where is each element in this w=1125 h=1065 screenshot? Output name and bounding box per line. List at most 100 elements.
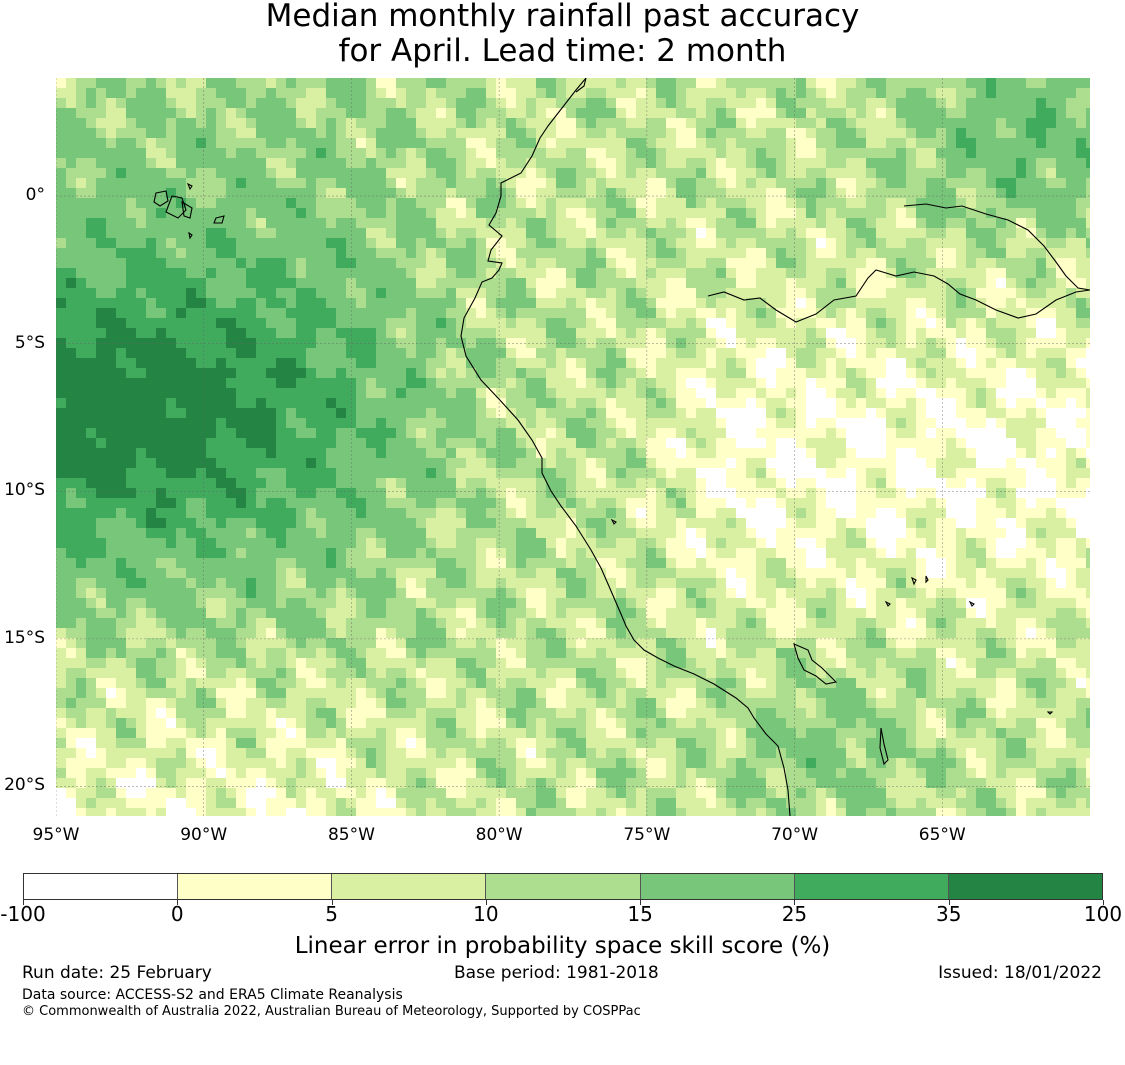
- skill-cell: [966, 288, 977, 299]
- skill-cell: [246, 508, 257, 519]
- skill-cell: [176, 138, 187, 149]
- skill-cell: [476, 138, 487, 149]
- skill-cell: [576, 398, 587, 409]
- skill-cell: [946, 468, 957, 479]
- skill-cell: [176, 528, 187, 539]
- skill-cell: [896, 278, 907, 289]
- skill-cell: [496, 378, 507, 389]
- skill-cell: [206, 168, 217, 179]
- skill-cell: [236, 458, 247, 469]
- skill-cell: [286, 348, 297, 359]
- skill-cell: [266, 408, 277, 419]
- skill-cell: [1026, 498, 1037, 509]
- skill-cell: [356, 428, 367, 439]
- skill-cell: [926, 168, 937, 179]
- skill-cell: [426, 348, 437, 359]
- skill-cell: [326, 238, 337, 249]
- skill-cell: [966, 98, 977, 109]
- skill-cell: [216, 208, 227, 219]
- skill-cell: [486, 98, 497, 109]
- skill-cell: [136, 288, 147, 299]
- skill-cell: [326, 498, 337, 509]
- skill-cell: [406, 298, 417, 309]
- skill-cell: [196, 308, 207, 319]
- skill-cell: [426, 478, 437, 489]
- skill-cell: [506, 448, 517, 459]
- skill-cell: [226, 198, 237, 209]
- skill-cell: [256, 378, 267, 389]
- skill-cell: [636, 258, 647, 269]
- skill-cell: [386, 408, 397, 419]
- skill-cell: [296, 268, 307, 279]
- skill-cell: [656, 178, 667, 189]
- skill-cell: [416, 388, 427, 399]
- skill-cell: [476, 258, 487, 269]
- skill-cell: [196, 488, 207, 499]
- skill-cell: [356, 148, 367, 159]
- skill-cell: [976, 498, 987, 509]
- skill-cell: [866, 248, 877, 259]
- skill-cell: [56, 528, 67, 539]
- skill-cell: [496, 358, 507, 369]
- skill-cell: [526, 218, 537, 229]
- skill-cell: [1016, 528, 1027, 539]
- skill-cell: [576, 428, 587, 439]
- skill-cell: [856, 138, 867, 149]
- skill-cell: [566, 88, 577, 99]
- skill-cell: [976, 148, 987, 159]
- skill-cell: [526, 128, 537, 139]
- skill-cell: [1076, 228, 1087, 239]
- skill-cell: [846, 418, 857, 429]
- skill-cell: [1046, 488, 1057, 499]
- skill-cell: [526, 308, 537, 319]
- skill-cell: [616, 218, 627, 229]
- skill-cell: [506, 128, 517, 139]
- skill-cell: [126, 368, 137, 379]
- skill-cell: [306, 368, 317, 379]
- skill-cell: [586, 278, 597, 289]
- skill-cell: [376, 268, 387, 279]
- skill-cell: [926, 438, 937, 449]
- skill-cell: [716, 248, 727, 259]
- skill-cell: [256, 238, 267, 249]
- skill-cell: [1046, 278, 1057, 289]
- skill-cell: [366, 348, 377, 359]
- skill-cell: [476, 288, 487, 299]
- skill-cell: [586, 508, 597, 519]
- skill-cell: [566, 468, 577, 479]
- skill-cell: [956, 368, 967, 379]
- skill-cell: [1056, 408, 1067, 419]
- skill-cell: [86, 498, 97, 509]
- skill-cell: [756, 388, 767, 399]
- skill-cell: [456, 548, 467, 559]
- skill-cell: [506, 428, 517, 439]
- skill-cell: [366, 118, 377, 129]
- skill-cell: [396, 398, 407, 409]
- skill-cell: [146, 228, 157, 239]
- skill-cell: [376, 388, 387, 399]
- skill-cell: [806, 418, 817, 429]
- skill-cell: [556, 528, 567, 539]
- skill-cell: [736, 408, 747, 419]
- skill-cell: [186, 498, 197, 509]
- skill-cell: [446, 338, 457, 349]
- skill-cell: [566, 168, 577, 179]
- skill-cell: [686, 88, 697, 99]
- skill-cell: [596, 508, 607, 519]
- skill-cell: [166, 348, 177, 359]
- skill-cell: [76, 518, 87, 529]
- skill-cell: [1046, 358, 1057, 369]
- skill-cell: [516, 508, 527, 519]
- skill-cell: [96, 168, 107, 179]
- skill-cell: [516, 438, 527, 449]
- skill-cell: [236, 178, 247, 189]
- skill-cell: [896, 428, 907, 439]
- skill-cell: [686, 168, 697, 179]
- skill-cell: [156, 428, 167, 439]
- skill-cell: [1076, 248, 1087, 259]
- skill-cell: [466, 198, 477, 209]
- skill-cell: [736, 168, 747, 179]
- skill-cell: [856, 468, 867, 479]
- skill-cell: [266, 458, 277, 469]
- skill-cell: [946, 538, 957, 549]
